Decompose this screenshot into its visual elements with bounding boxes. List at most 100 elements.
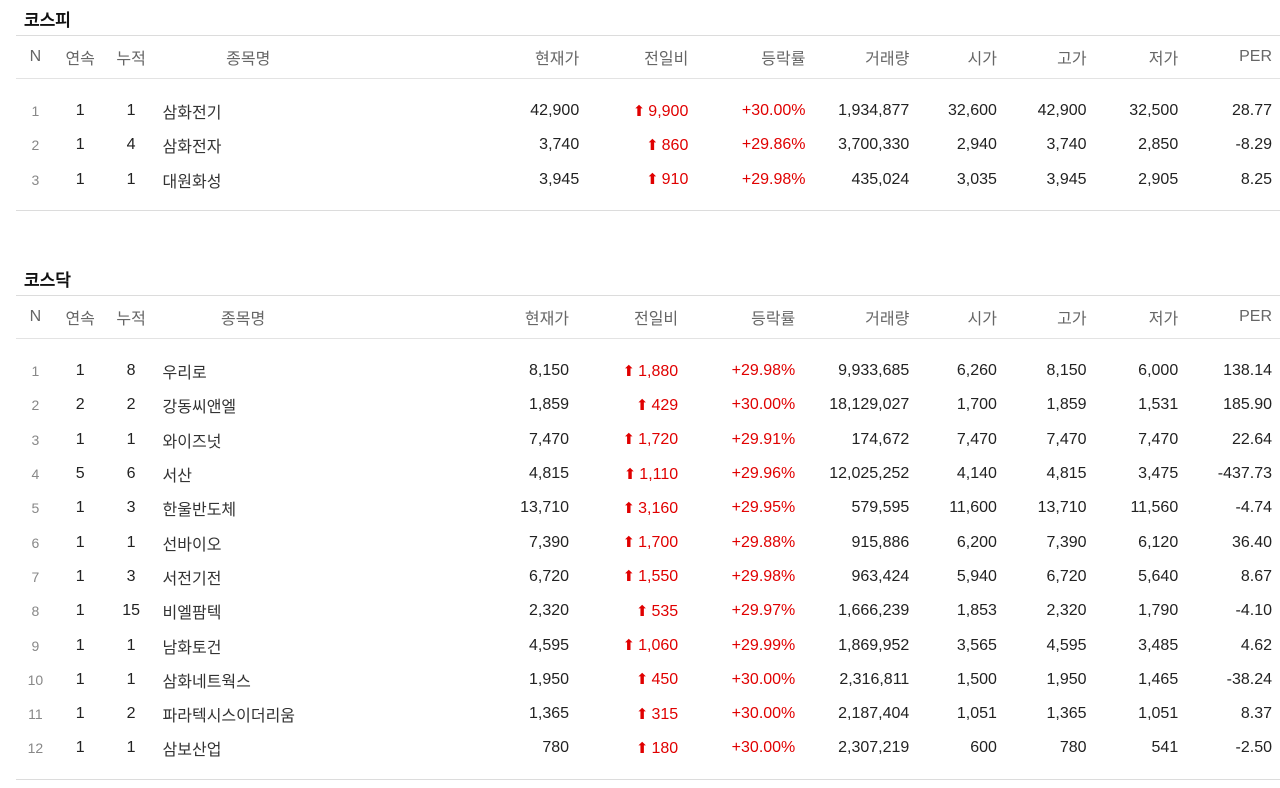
header-name[interactable]: 종목명 [221, 311, 266, 328]
table-row[interactable]: 3 1 1 와이즈넛 7,470 ⬆ 1,720 +29.91% 174,672 7,470 7,4… [16, 423, 1280, 457]
table-row[interactable]: 8 1 15 비엘팜텍 2,320 ⬆ 535 +29.97% 1,666,239 1,853 2,… [16, 594, 1280, 628]
cell-rate: +29.98% [731, 362, 796, 380]
change-value: 910 [661, 171, 689, 189]
cell-high: 7,470 [1046, 430, 1087, 448]
cell-name[interactable]: 와이즈넛 [162, 431, 222, 451]
kospi-section: 코스피 N 연속 누적 종목명 현재가 전일비 등락률 거래량 시가 고가 저가… [16, 0, 1280, 215]
red-up-arrow-icon: ⬆ [635, 601, 649, 620]
table-row[interactable]: 1 1 1 삼화전기 42,900 ⬆ 9,900 +30.00% 1,934,877 32,60… [16, 94, 1280, 128]
cell-cumulative: 1 [126, 170, 136, 188]
cell-per: 36.40 [1231, 533, 1272, 551]
header-low[interactable]: 저가 [1148, 51, 1179, 68]
cell-consecutive: 1 [75, 602, 85, 620]
table-row[interactable]: 7 1 3 서전기전 6,720 ⬆ 1,550 +29.98% 963,424 5,940 6,7… [16, 560, 1280, 594]
table-row[interactable]: 11 1 2 파라텍시스이더리움 1,365 ⬆ 315 +30.00% 2,187,404 1,… [16, 697, 1280, 731]
red-up-arrow-icon: ⬆ [622, 361, 636, 380]
cell-name[interactable]: 강동씨앤엘 [162, 397, 237, 417]
cell-name[interactable]: 우리로 [162, 363, 207, 383]
cell-per: -2.50 [1235, 739, 1272, 757]
header-consecutive[interactable]: 연속 [65, 51, 95, 68]
cell-name[interactable]: 삼보산업 [162, 740, 222, 760]
table-row[interactable]: 3 1 1 대원화성 3,945 ⬆ 910 +29.98% 435,024 3,035 3,945… [16, 163, 1280, 197]
header-n[interactable]: N [29, 308, 42, 325]
header-n[interactable]: N [29, 48, 42, 65]
header-volume[interactable]: 거래량 [865, 311, 910, 328]
cell-name[interactable]: 서산 [162, 466, 192, 486]
cell-change: ⬆ 1,700 [569, 525, 686, 559]
cell-per: 185.90 [1223, 396, 1272, 414]
header-rate[interactable]: 등락률 [751, 311, 796, 328]
header-rate[interactable]: 등락률 [761, 51, 806, 68]
red-up-arrow-icon: ⬆ [623, 464, 637, 483]
header-low[interactable]: 저가 [1148, 311, 1179, 328]
cell-volume: 2,307,219 [838, 739, 910, 757]
cell-n: 3 [31, 171, 40, 188]
header-open[interactable]: 시가 [967, 51, 997, 68]
cell-name[interactable]: 비엘팜텍 [162, 603, 222, 623]
cell-price: 4,815 [528, 465, 570, 483]
cell-name[interactable]: 삼화네트웍스 [162, 671, 251, 691]
header-per[interactable]: PER [1239, 48, 1272, 65]
cell-name[interactable]: 선바이오 [162, 534, 222, 554]
cell-high: 13,710 [1037, 499, 1087, 517]
cell-n: 3 [31, 431, 40, 448]
cell-name[interactable]: 파라텍시스이더리움 [162, 706, 296, 726]
cell-name[interactable]: 한울반도체 [162, 500, 237, 520]
change-value: 535 [651, 602, 679, 620]
table-row[interactable]: 1 1 8 우리로 8,150 ⬆ 1,880 +29.98% 9,933,685 6,260 8,… [16, 354, 1280, 388]
cell-n: 12 [27, 740, 44, 757]
header-cumulative[interactable]: 누적 [116, 311, 146, 328]
cell-name[interactable]: 남화토건 [162, 637, 222, 657]
table-row[interactable]: 9 1 1 남화토건 4,595 ⬆ 1,060 +29.99% 1,869,952 3,565 4… [16, 628, 1280, 662]
header-price[interactable]: 현재가 [535, 51, 580, 68]
cell-change: ⬆ 180 [569, 731, 686, 765]
cell-n: 2 [31, 137, 40, 154]
table-row[interactable]: 2 2 2 강동씨앤엘 1,859 ⬆ 429 +30.00% 18,129,027 1,700 1… [16, 388, 1280, 422]
cell-rate: +30.00% [731, 396, 796, 414]
change-value: 3,160 [638, 499, 679, 517]
table-row[interactable]: 4 5 6 서산 4,815 ⬆ 1,110 +29.96% 12,025,252 4,140 4,… [16, 457, 1280, 491]
cell-name[interactable]: 대원화성 [162, 171, 222, 191]
cell-cumulative: 1 [126, 670, 136, 688]
cell-open: 7,470 [956, 430, 997, 448]
table-row[interactable]: 12 1 1 삼보산업 780 ⬆ 180 +30.00% 2,307,219 600 780 541… [16, 731, 1280, 765]
cell-price: 4,595 [528, 636, 570, 654]
kosdaq-title: 코스닥 [24, 271, 71, 291]
cell-cumulative: 1 [126, 102, 136, 120]
header-high[interactable]: 고가 [1057, 311, 1087, 328]
cell-rate: +29.96% [731, 465, 796, 483]
header-cumulative[interactable]: 누적 [116, 51, 146, 68]
cell-price: 13,710 [520, 499, 570, 517]
header-change[interactable]: 전일비 [633, 311, 679, 328]
header-change[interactable]: 전일비 [644, 51, 689, 68]
header-per[interactable]: PER [1239, 308, 1272, 325]
cell-volume: 1,666,239 [838, 602, 910, 620]
header-volume[interactable]: 거래량 [865, 51, 910, 68]
header-name[interactable]: 종목명 [226, 51, 271, 68]
cell-name[interactable]: 삼화전자 [162, 137, 222, 157]
table-row[interactable]: 5 1 3 한울반도체 13,710 ⬆ 3,160 +29.95% 579,595 11,600… [16, 491, 1280, 525]
table-bottom-border [16, 210, 1280, 211]
cell-low: 2,905 [1138, 170, 1179, 188]
change-value: 1,060 [638, 637, 679, 655]
cell-high: 42,900 [1037, 102, 1087, 120]
cell-low: 11,560 [1130, 499, 1179, 517]
change-value: 9,900 [648, 102, 689, 120]
cell-change: ⬆ 3,160 [569, 491, 686, 525]
cell-low: 541 [1151, 739, 1179, 757]
table-row[interactable]: 10 1 1 삼화네트웍스 1,950 ⬆ 450 +30.00% 2,316,811 1,500… [16, 663, 1280, 697]
table-top-border [16, 35, 1280, 36]
table-row[interactable]: 6 1 1 선바이오 7,390 ⬆ 1,700 +29.88% 915,886 6,200 7,3… [16, 525, 1280, 559]
cell-consecutive: 1 [75, 136, 85, 154]
cell-rate: +29.86% [741, 136, 806, 154]
table-row[interactable]: 2 1 4 삼화전자 3,740 ⬆ 860 +29.86% 3,700,330 2,940 3,7… [16, 128, 1280, 162]
cell-volume: 579,595 [851, 499, 910, 517]
header-price[interactable]: 현재가 [524, 311, 570, 328]
cell-name[interactable]: 삼화전기 [162, 103, 222, 123]
header-high[interactable]: 고가 [1057, 51, 1087, 68]
cell-low: 1,465 [1138, 670, 1179, 688]
header-consecutive[interactable]: 연속 [65, 311, 95, 328]
header-open[interactable]: 시가 [967, 311, 997, 328]
cell-price: 2,320 [528, 602, 570, 620]
cell-name[interactable]: 서전기전 [162, 568, 222, 588]
